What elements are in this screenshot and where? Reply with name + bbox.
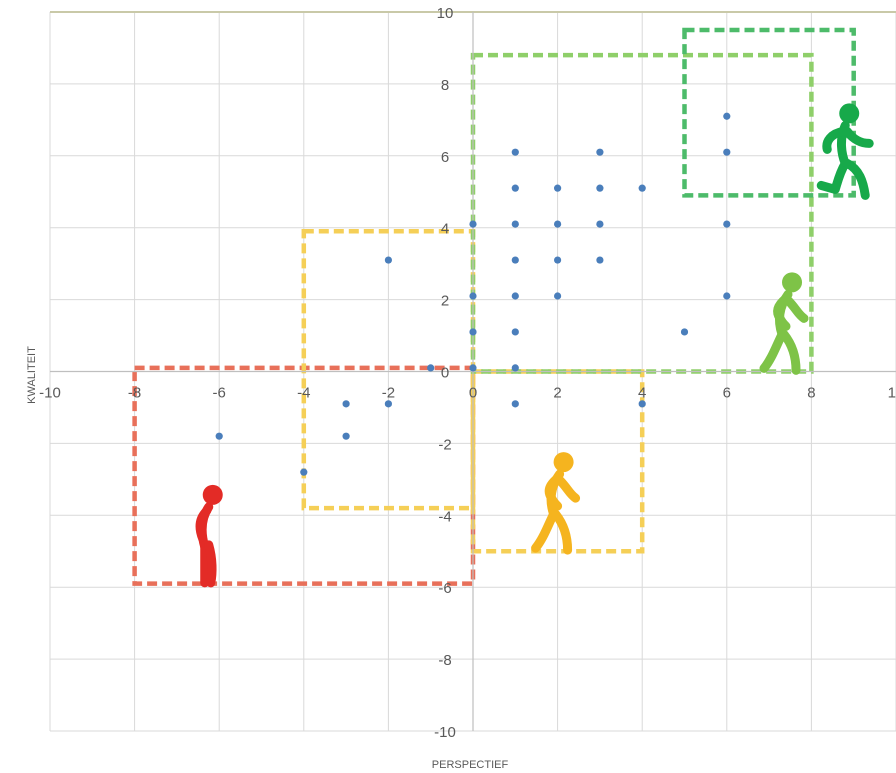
data-point [511, 364, 519, 372]
x-tick-label: 6 [723, 385, 731, 402]
x-tick-label: -10 [39, 385, 61, 402]
y-tick-label: -2 [438, 436, 451, 453]
figure-limb [195, 506, 212, 544]
data-point [469, 220, 477, 228]
darkgreen-zone [682, 27, 856, 198]
figure-limb [759, 329, 787, 373]
x-tick-label: -2 [382, 385, 395, 402]
data-point [723, 112, 731, 120]
figure-head [553, 452, 574, 473]
x-tick-label: -6 [213, 385, 226, 402]
data-point [723, 220, 731, 228]
y-tick-label: 8 [441, 77, 449, 94]
data-point [511, 292, 519, 300]
figure-head [839, 103, 860, 124]
data-points [215, 112, 731, 476]
figure-limb [773, 293, 791, 331]
figure-limb [531, 509, 559, 553]
data-point [596, 220, 604, 228]
x-tick-label: 8 [807, 385, 815, 402]
figure-head [202, 484, 223, 505]
x-tick-label: 10 [888, 385, 896, 402]
x-axis-title: PERSPECTIEF [432, 759, 509, 771]
data-point [469, 364, 477, 372]
figure-limb [779, 329, 801, 375]
y-tick-label: -8 [438, 652, 451, 669]
data-point [342, 400, 350, 408]
data-point [723, 292, 731, 300]
data-point [342, 432, 350, 440]
data-point [680, 328, 689, 336]
data-point [427, 364, 435, 372]
data-point [554, 184, 562, 192]
x-tick-label: 4 [638, 385, 646, 402]
data-point [511, 184, 519, 192]
quadrant-regions [132, 27, 856, 586]
y-tick-label: 6 [441, 149, 449, 166]
data-point [554, 292, 562, 300]
figure-limb [842, 158, 870, 200]
lightgreen-zone [470, 52, 814, 374]
y-tick-label: -10 [434, 724, 456, 741]
x-tick-label: -4 [297, 385, 310, 402]
figure-limb [551, 509, 573, 555]
data-point [554, 220, 562, 228]
walking-person-lightgreen [759, 272, 809, 375]
y-axis-title: KWALITEIT [26, 346, 38, 404]
figure-limb [842, 126, 874, 148]
walking-person-red [195, 484, 223, 588]
data-point [638, 184, 646, 192]
y-tick-label: -6 [438, 580, 451, 597]
person-figures [195, 103, 874, 588]
x-tick-label: -8 [128, 385, 141, 402]
data-point [384, 400, 392, 408]
data-point [596, 256, 604, 264]
running-person-green [816, 103, 874, 200]
data-point [511, 400, 519, 408]
data-point [511, 220, 519, 228]
x-tick-label: 2 [553, 385, 561, 402]
figure-limb [816, 158, 850, 194]
data-point [384, 256, 392, 264]
figure-limb [544, 473, 563, 511]
figure-limb [204, 540, 217, 588]
walking-person-yellow [531, 452, 581, 555]
y-tick-label: 0 [441, 365, 449, 382]
data-point [596, 148, 604, 156]
data-point [511, 148, 519, 156]
figure-limb [822, 126, 848, 154]
y-tick-label: -4 [438, 508, 451, 525]
data-point [554, 256, 562, 264]
tick-labels: -10 -8 -6 -4 -2 0 2 4 6 8 10 -10 -8 -6 -4 -2 0 2 4 6 8 10 [39, 5, 896, 741]
data-point [511, 328, 519, 336]
data-point [469, 328, 477, 336]
data-point [638, 400, 646, 408]
data-point [511, 256, 519, 264]
data-point [596, 184, 604, 192]
x-tick-label: 0 [469, 385, 477, 402]
y-tick-label: 4 [441, 221, 449, 238]
figure-limb [783, 295, 809, 323]
y-tick-label: 10 [437, 5, 454, 22]
figure-head [782, 272, 803, 293]
data-point [723, 148, 731, 156]
figure-limb [555, 475, 581, 503]
data-point [469, 292, 477, 300]
data-point [215, 432, 223, 440]
y-tick-label: 2 [441, 293, 449, 310]
data-point [300, 468, 308, 476]
